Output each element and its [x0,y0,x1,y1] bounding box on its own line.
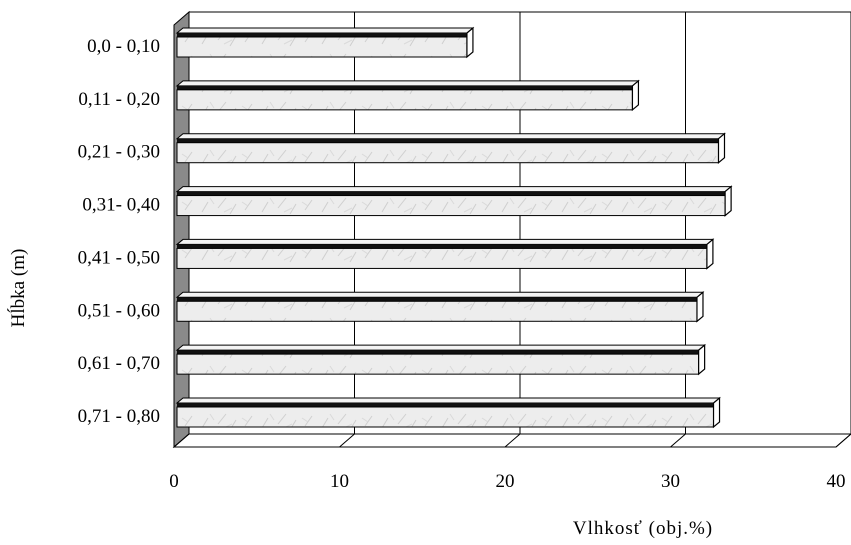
bar-top [175,80,640,87]
x-tick-label: 40 [827,471,846,492]
bar [175,343,707,376]
bar-end [696,291,704,323]
bar-end [717,132,726,164]
bar-top [175,291,705,298]
floor-gridline-0 [173,433,190,448]
bar-end [706,238,714,270]
y-category-label: 0,41 - 0,50 [78,247,160,268]
bar [175,26,475,59]
gridlines [173,12,851,448]
bar-front [176,406,715,428]
bar-end [698,343,706,376]
bar-front [176,247,708,269]
y-category-label: 0,0 - 0,10 [87,36,160,57]
y-category-label: 0,71 - 0,80 [78,406,160,427]
side-wall [173,10,190,449]
x-tick-labels: 0 10 20 30 40 [169,471,845,492]
bar [175,238,715,270]
bar-top [175,344,707,351]
bar-front [176,195,726,217]
floor-gridline-30 [670,433,686,448]
floor-gridline-40 [835,433,851,448]
bar-front [176,89,633,111]
bar [175,291,705,323]
y-axis-title: Hĺbka (m) [7,249,29,328]
bar-end [712,396,721,429]
x-tick-label: 0 [169,471,179,492]
bar-shadow [177,191,726,196]
bar [175,132,726,164]
y-category-label: 0,51 - 0,60 [78,300,160,321]
bar-shadow [177,85,633,90]
y-category-label: 0,31- 0,40 [82,195,160,216]
bar-front [176,300,698,322]
bars [175,26,733,429]
bar-end [466,26,474,59]
bar-top [175,238,715,245]
bar-shadow [177,244,707,249]
bar-shadow [177,138,719,143]
y-category-labels: 0,0 - 0,10 0,11 - 0,20 0,21 - 0,30 0,31- 0,… [78,36,160,427]
y-category-label: 0,21 - 0,30 [78,142,160,163]
bar-top [175,397,721,404]
chart-walls [172,10,851,449]
bar-front [176,36,468,58]
y-category-label: 0,11 - 0,20 [78,89,160,110]
bar-shadow [177,403,714,407]
bar-end [724,185,732,217]
bar-end [631,79,640,112]
bar-top [175,133,726,140]
x-tick-label: 10 [330,471,349,492]
bar [175,185,733,217]
bar-front [176,142,719,164]
floor-gridline-10 [339,433,355,448]
bar [175,396,721,429]
bar [175,79,640,112]
bar-shadow [177,350,699,355]
x-tick-label: 20 [496,471,515,492]
bar-shadow [177,297,697,302]
bar-front [176,353,700,375]
x-axis-title: Vlhkosť (obj.%) [573,518,713,539]
y-category-label: 0,61 - 0,70 [78,353,160,374]
bar-top [175,186,733,193]
x-tick-label: 30 [661,471,680,492]
floor-gridline-20 [504,433,521,448]
bar-top [175,27,475,34]
bar-shadow [177,33,467,37]
